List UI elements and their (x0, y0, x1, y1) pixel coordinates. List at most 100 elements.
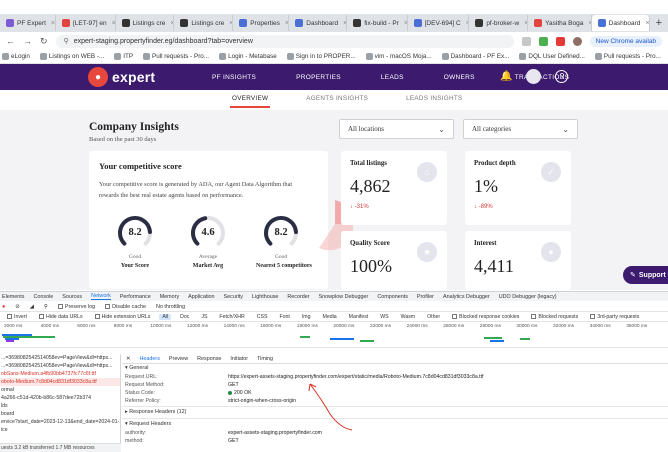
request-row[interactable]: 4a266-c51d-420b-b86c-587dee72b374 (1, 395, 91, 401)
browser-tab[interactable]: pf-broker-w × (469, 15, 529, 31)
support-button[interactable]: ✎ Support (623, 266, 668, 284)
expert-logo[interactable]: ● expert (88, 67, 155, 87)
browser-tab[interactable]: Dashboard × (591, 15, 650, 31)
clear-icon[interactable]: ⊘ (15, 303, 20, 310)
request-row[interactable]: obSans-Medium.a4fb90bb4737fc77c6f.ttf (1, 371, 96, 377)
close-tab-icon[interactable]: × (403, 19, 408, 27)
nav-owners[interactable]: OWNERS (443, 73, 475, 81)
devtools-tab[interactable]: Lighthouse (252, 293, 279, 300)
bookmark-item[interactable]: eLogin (2, 53, 30, 60)
devtools-tab[interactable]: Performance (119, 293, 151, 300)
back-icon[interactable]: ← (6, 36, 15, 46)
request-row[interactable]: lds (1, 403, 8, 409)
close-tab-icon[interactable]: × (284, 19, 289, 27)
tab-agents-insights[interactable]: AGENTS INSIGHTS (306, 95, 369, 102)
bookmark-item[interactable]: Listings on WEB -... (39, 53, 104, 60)
nav-properties[interactable]: PROPERTIES (296, 73, 341, 81)
bookmark-item[interactable]: Dashboard - PF Ex... (441, 53, 509, 60)
devtools-tab[interactable]: Sources (62, 293, 83, 300)
browser-tab[interactable]: fix-build - Pr × (347, 15, 408, 31)
tab-headers[interactable]: Headers (139, 355, 160, 362)
devtools-tab[interactable]: Profiler (416, 293, 434, 300)
browser-tab[interactable]: [DEV-694] C × (408, 15, 470, 31)
nav-transactions[interactable]: TRANSACTIONS (514, 73, 570, 81)
browser-tab[interactable]: Listings cre × (174, 15, 234, 31)
chrome-update-button[interactable]: New Chrome availab (589, 35, 662, 47)
browser-tab[interactable]: [LET-97] en × (56, 15, 116, 31)
request-row[interactable]: ...=3698082542514058ev=PageView&dl=https… (1, 355, 113, 361)
filter-type-chip[interactable]: Font (276, 314, 292, 320)
request-headers-toggle[interactable]: ▾ Request Headers (125, 421, 172, 427)
request-row[interactable]: ice (1, 427, 8, 433)
tab-leads-insights[interactable]: LEADS INSIGHTS (406, 95, 463, 102)
filter-type-chip[interactable]: Img (299, 314, 314, 320)
request-row[interactable]: ervice?start_date=2023-12-13&end_date=20… (1, 419, 120, 425)
filter-checkbox[interactable]: Hide data URLs (36, 314, 86, 320)
browser-tab[interactable]: PF Expert × (0, 15, 56, 31)
devtools-tab[interactable]: Network (91, 293, 111, 300)
filter-checkbox[interactable]: Blocked requests (528, 314, 581, 320)
close-tab-icon[interactable]: × (645, 19, 650, 27)
browser-tab[interactable]: Dashboard × (289, 15, 348, 31)
browser-tab[interactable]: Yasitha Boga × (528, 15, 592, 31)
filter-checkbox[interactable]: Blocked response cookies (449, 314, 522, 320)
preserve-log-checkbox[interactable]: Preserve log (57, 304, 95, 310)
forward-icon[interactable]: → (23, 36, 32, 46)
url-field[interactable]: ⚲ expert-staging.propertyfinder.eg/dashb… (55, 34, 514, 48)
filter-type-chip[interactable]: Doc (177, 314, 192, 320)
filter-icon[interactable]: ◢ (29, 303, 34, 310)
bookmark-item[interactable]: Login - Metabase (219, 53, 277, 60)
devtools-tab[interactable]: UDO Debugger (legacy) (498, 293, 557, 300)
filter-type-chip[interactable]: Media (320, 314, 340, 320)
bookmark-item[interactable]: vim - macOS Moja... (365, 53, 432, 60)
locations-select[interactable]: All locations ⌄ (339, 119, 454, 139)
bell-icon[interactable]: 🔔 (500, 71, 513, 82)
bookmark-item[interactable]: Sign in to PROPER... (286, 53, 356, 60)
devtools-tab[interactable]: Memory (159, 293, 180, 300)
filter-type-chip[interactable]: All (159, 314, 172, 320)
extension-icon[interactable] (521, 36, 531, 46)
filter-type-chip[interactable]: Wasm (398, 314, 419, 320)
tab-response[interactable]: Response (197, 355, 222, 362)
request-row[interactable]: ormal (1, 387, 14, 393)
devtools-tab[interactable]: Components (377, 293, 408, 300)
devtools-tab[interactable]: Security (223, 293, 244, 300)
general-section-toggle[interactable]: ▾ General (125, 365, 149, 371)
disable-cache-checkbox[interactable]: Disable cache (105, 304, 146, 310)
bookmark-item[interactable]: Pull requests - Pro... (143, 53, 209, 60)
help-icon[interactable]: ? (555, 70, 569, 83)
close-icon[interactable]: ✕ (126, 355, 131, 362)
tab-preview[interactable]: Preview (168, 355, 189, 362)
browser-tab[interactable]: Properties × (233, 15, 290, 31)
request-row[interactable]: board (1, 411, 15, 417)
bookmark-item[interactable]: Pull requests - Pro... (594, 53, 661, 60)
categories-select[interactable]: All categories ⌄ (463, 119, 578, 139)
filter-type-chip[interactable]: WS (377, 314, 391, 320)
nav-pf-insights[interactable]: PF INSIGHTS (212, 73, 257, 81)
search-icon[interactable]: ⚲ (43, 303, 48, 310)
close-tab-icon[interactable]: × (588, 20, 590, 27)
close-tab-icon[interactable]: × (229, 19, 234, 27)
close-tab-icon[interactable]: × (111, 19, 116, 27)
tab-timing[interactable]: Timing (257, 355, 274, 362)
request-row[interactable]: oboto-Medium.7c8d04cd831df3033c8a.ttf (0, 378, 120, 386)
filter-checkbox[interactable]: Invert (4, 314, 30, 320)
avatar[interactable] (526, 69, 542, 84)
record-icon[interactable]: ● (2, 303, 6, 310)
new-tab-icon[interactable]: + (655, 17, 662, 29)
request-row[interactable]: ...=3698082542514058ev=PageView&dl=https… (1, 363, 113, 369)
nav-leads[interactable]: LEADS (380, 73, 404, 81)
close-tab-icon[interactable]: × (524, 19, 529, 27)
devtools-tab[interactable]: Snowplow Debugger (318, 293, 369, 300)
devtools-tab[interactable]: Application (188, 293, 215, 300)
bookmark-item[interactable]: DQL User Defined... (519, 53, 585, 60)
reload-icon[interactable]: ↻ (40, 35, 48, 46)
filter-type-chip[interactable]: CSS (254, 314, 271, 320)
response-headers-toggle[interactable]: ▸ Response Headers (12) (125, 409, 187, 415)
close-tab-icon[interactable]: × (170, 19, 175, 27)
filter-type-chip[interactable]: Fetch/XHR (216, 314, 247, 320)
devtools-tab[interactable]: Analytics Debugger (442, 293, 490, 300)
extension-icon[interactable] (538, 36, 548, 46)
close-tab-icon[interactable]: × (466, 20, 469, 27)
close-tab-icon[interactable]: × (343, 19, 348, 27)
